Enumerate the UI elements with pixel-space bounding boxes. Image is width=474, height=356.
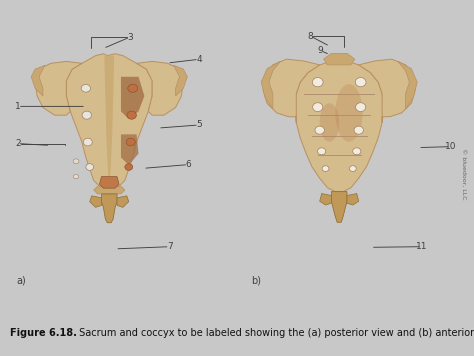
Ellipse shape	[354, 126, 364, 134]
Polygon shape	[331, 192, 347, 222]
Text: 3: 3	[128, 32, 133, 42]
Ellipse shape	[356, 78, 366, 87]
Text: a): a)	[16, 276, 26, 286]
Text: 5: 5	[196, 120, 202, 130]
Ellipse shape	[315, 126, 324, 134]
Polygon shape	[101, 194, 117, 223]
Ellipse shape	[127, 111, 137, 119]
Polygon shape	[94, 186, 125, 194]
Text: 4: 4	[196, 55, 202, 64]
Ellipse shape	[126, 138, 135, 146]
Polygon shape	[90, 196, 101, 207]
Polygon shape	[173, 65, 187, 96]
Text: 9: 9	[318, 46, 323, 55]
Ellipse shape	[356, 103, 366, 111]
Polygon shape	[35, 62, 82, 115]
Polygon shape	[398, 61, 417, 109]
Polygon shape	[121, 134, 138, 165]
Polygon shape	[319, 194, 331, 205]
Text: 10: 10	[445, 142, 456, 151]
Text: 8: 8	[308, 32, 313, 41]
Text: b): b)	[251, 276, 261, 286]
Polygon shape	[359, 59, 415, 122]
Polygon shape	[294, 61, 384, 192]
Text: 6: 6	[185, 160, 191, 169]
Polygon shape	[261, 61, 281, 109]
Ellipse shape	[83, 138, 92, 146]
Ellipse shape	[125, 164, 133, 171]
Ellipse shape	[313, 103, 323, 111]
Ellipse shape	[86, 164, 94, 171]
Text: 7: 7	[167, 242, 173, 251]
Ellipse shape	[312, 78, 323, 87]
Polygon shape	[66, 54, 152, 188]
Ellipse shape	[128, 84, 137, 92]
Ellipse shape	[318, 148, 326, 155]
Ellipse shape	[73, 159, 79, 164]
Text: Sacrum and coccyx to be labeled showing the (a) posterior view and (b) anterior : Sacrum and coccyx to be labeled showing …	[76, 328, 474, 338]
Polygon shape	[347, 194, 359, 205]
Ellipse shape	[82, 111, 91, 119]
Text: Figure 6.18.: Figure 6.18.	[10, 328, 77, 338]
Polygon shape	[121, 77, 145, 119]
Ellipse shape	[322, 166, 329, 172]
Polygon shape	[104, 56, 114, 177]
Ellipse shape	[81, 84, 91, 92]
Polygon shape	[117, 196, 129, 207]
Text: 2: 2	[15, 139, 20, 148]
Polygon shape	[100, 177, 119, 188]
Ellipse shape	[319, 103, 339, 142]
Ellipse shape	[73, 174, 79, 179]
Text: 11: 11	[416, 242, 428, 251]
Ellipse shape	[335, 84, 363, 142]
Ellipse shape	[353, 148, 361, 155]
Polygon shape	[263, 59, 319, 122]
Polygon shape	[137, 62, 183, 115]
Ellipse shape	[349, 166, 356, 172]
Polygon shape	[324, 53, 355, 65]
Text: 1: 1	[15, 102, 21, 111]
Text: © bluedoor, LLC: © bluedoor, LLC	[461, 148, 466, 200]
Polygon shape	[31, 65, 45, 96]
